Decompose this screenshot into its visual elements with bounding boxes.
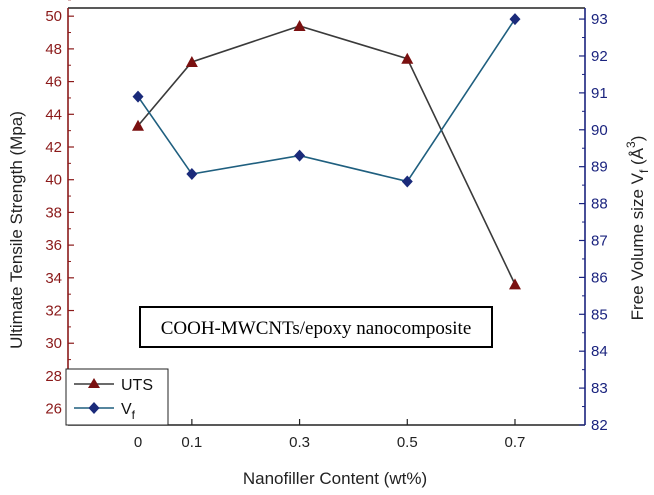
y-left-tick-label: 26 — [45, 401, 62, 418]
series-0-marker — [132, 119, 145, 131]
y-right-title-sub: f — [637, 169, 651, 173]
x-axis-title: Nanofiller Content (wt%) — [243, 469, 427, 488]
y-left-tick-label: 50 — [45, 8, 62, 25]
y-left-tick-label: 48 — [45, 41, 62, 58]
legend-vf-name: V — [121, 401, 132, 418]
x-tick-label: 0 — [134, 434, 142, 451]
series-0-marker — [508, 278, 521, 290]
y-right-tick-label: 89 — [591, 159, 608, 176]
y-right-tick-label: 86 — [591, 269, 608, 286]
y-left-tick-label: 30 — [45, 335, 62, 352]
y-axis-left-title: Ultimate Tensile Strength (Mpa) — [7, 111, 26, 349]
y-right-tick-label: 90 — [591, 122, 608, 139]
x-tick-label: 0.7 — [505, 434, 526, 451]
y-axis-left: 26 28 30 32 34 36 38 40 42 44 46 48 50 — [45, 0, 74, 418]
y-left-tick-label: 34 — [45, 270, 62, 287]
series-0-marker — [293, 19, 306, 31]
legend-uts-marker — [88, 378, 100, 388]
series-1-marker — [509, 13, 521, 26]
y-right-tick-label: 88 — [591, 196, 608, 213]
series-1-marker — [186, 168, 198, 181]
y-left-tick-label: 38 — [45, 204, 62, 221]
legend-vf-subscript: f — [132, 408, 136, 422]
x-tick-label: 0.5 — [397, 434, 418, 451]
series-0-marker — [401, 52, 414, 64]
y-right-tick-label: 82 — [591, 417, 608, 434]
series-1-marker — [401, 175, 413, 188]
y-left-tick-label: 46 — [45, 74, 62, 91]
legend-vf-marker — [88, 402, 100, 414]
annotation-text: COOH-MWCNTs/epoxy nanocomposite — [161, 318, 472, 339]
series-1-marker — [294, 149, 306, 162]
legend-vf-label: Vf — [121, 401, 136, 422]
y-left-tick-label: 42 — [45, 139, 62, 156]
y-right-tick-label: 91 — [591, 85, 608, 102]
y-left-tick-label: 40 — [45, 172, 62, 189]
y-right-tick-label: 87 — [591, 232, 608, 249]
annotation-box: COOH-MWCNTs/epoxy nanocomposite — [139, 306, 493, 348]
series-group — [132, 13, 521, 290]
series-1-marker — [132, 90, 144, 103]
annotation-frame — [139, 306, 493, 348]
y-right-tick-label: 85 — [591, 306, 608, 323]
series-0-marker — [185, 55, 198, 67]
x-tick-label: 0.1 — [181, 434, 202, 451]
x-tick-label: 0.3 — [289, 434, 310, 451]
y-right-tick-label: 84 — [591, 343, 608, 360]
x-axis: 0 0.1 0.3 0.5 0.7 — [134, 419, 526, 451]
y-left-tick-label: 36 — [45, 237, 62, 254]
y-right-title-close: ) — [628, 136, 647, 142]
y-right-title-main: Free Volume size V — [628, 172, 647, 320]
legend: UTS Vf — [65, 368, 169, 426]
y-right-title-unit: (Å — [628, 147, 647, 169]
legend-uts-label: UTS — [121, 377, 153, 394]
y-right-tick-label: 93 — [591, 11, 608, 28]
y-axis-right-title: Free Volume size Vf (Å3) — [624, 136, 651, 321]
legend-frame — [65, 368, 169, 426]
y-axis-right: 82 83 84 85 86 87 88 89 90 91 92 93 — [579, 11, 608, 434]
y-right-tick-label: 83 — [591, 380, 608, 397]
y-right-tick-label: 92 — [591, 48, 608, 65]
plot-frame — [67, 7, 586, 426]
y-right-title-sup: 3 — [624, 141, 638, 148]
y-left-tick-label: 28 — [45, 368, 62, 385]
y-left-tick-label: 44 — [45, 106, 62, 123]
series-1-line — [137, 18, 516, 183]
y-left-tick-label: 32 — [45, 303, 62, 320]
